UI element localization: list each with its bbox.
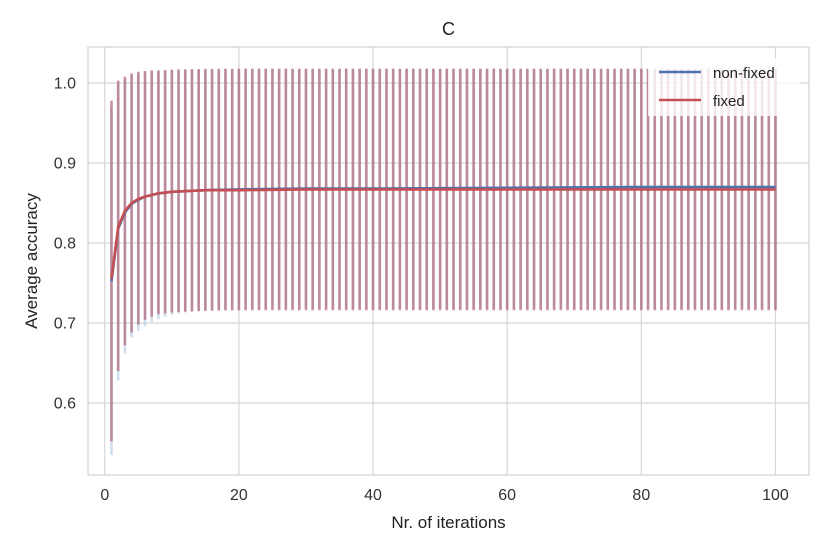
y-tick-label: 0.8 bbox=[54, 236, 76, 253]
x-axis-ticks: 0 20 40 60 80 100 bbox=[100, 487, 789, 504]
y-tick-label: 0.9 bbox=[54, 156, 76, 173]
y-axis-label: Average accuracy bbox=[22, 193, 41, 329]
y-axis-ticks: 0.6 0.7 0.8 0.9 1.0 bbox=[54, 76, 76, 413]
x-tick-label: 20 bbox=[230, 487, 248, 504]
y-tick-label: 0.6 bbox=[54, 396, 76, 413]
plot-frame bbox=[87, 46, 810, 476]
x-tick-label: 40 bbox=[364, 487, 382, 504]
x-tick-label: 100 bbox=[762, 487, 789, 504]
series-lines bbox=[110, 185, 776, 282]
legend-label-fixed: fixed bbox=[713, 93, 745, 110]
y-tick-label: 1.0 bbox=[54, 76, 76, 93]
legend-label-non-fixed: non-fixed bbox=[713, 65, 775, 82]
x-axis-label: Nr. of iterations bbox=[391, 513, 505, 532]
legend: non-fixed fixed bbox=[648, 58, 800, 116]
y-tick-label: 0.7 bbox=[54, 316, 76, 333]
x-tick-label: 0 bbox=[100, 487, 109, 504]
x-tick-label: 60 bbox=[498, 487, 516, 504]
series-line-fixed bbox=[110, 188, 776, 280]
x-tick-label: 80 bbox=[632, 487, 650, 504]
legend-box bbox=[648, 58, 800, 116]
chart-title: C bbox=[442, 19, 455, 39]
